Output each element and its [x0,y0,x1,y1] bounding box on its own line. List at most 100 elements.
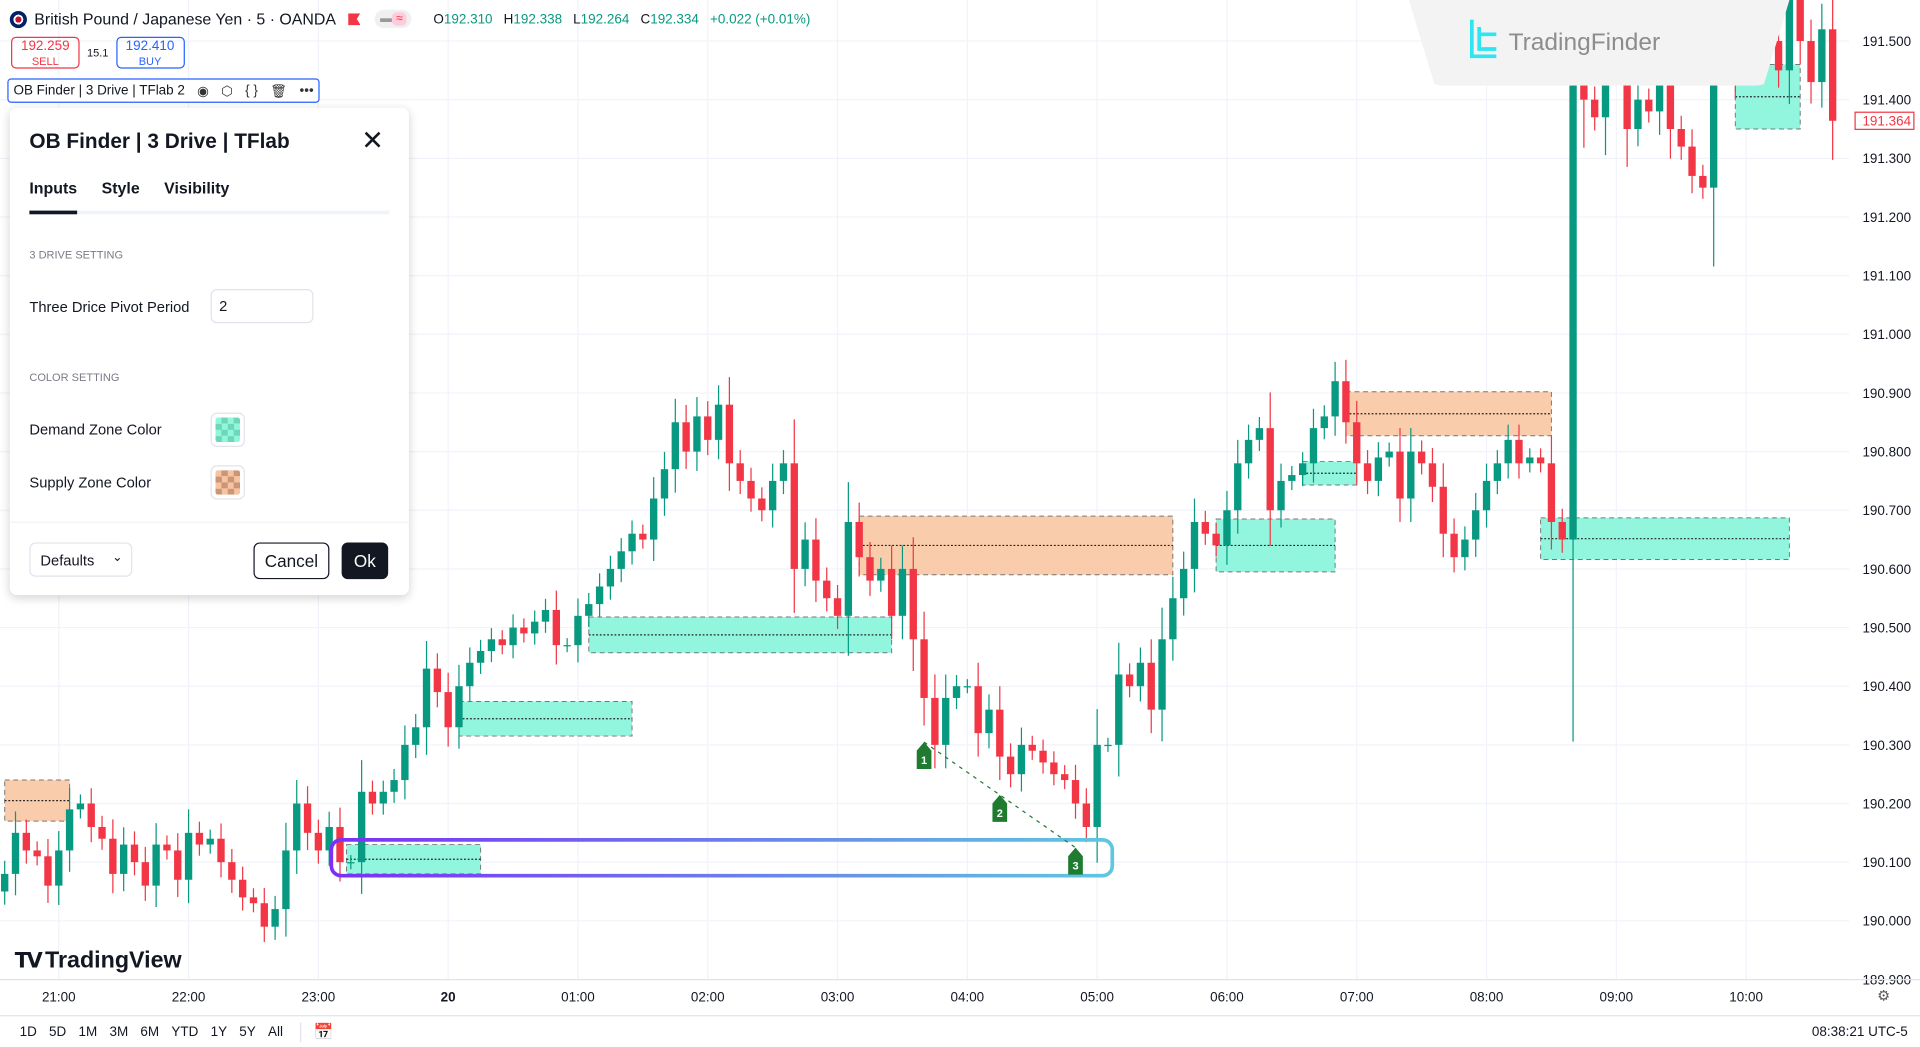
candle-up [1298,463,1307,476]
indicator-legend[interactable]: OB Finder | 3 Drive | TFlab 2 ◉ ⬡ { } 🗑 … [7,78,320,103]
pivot-period-input[interactable]: 2 [210,288,314,324]
candle-down [1266,428,1274,511]
range-all[interactable]: All [268,1024,284,1040]
range-1m[interactable]: 1M [78,1024,98,1040]
candle-down [823,580,831,599]
candle-down [33,850,41,857]
candle-down [336,826,344,863]
ok-button[interactable]: Ok [341,542,389,580]
candle-up [617,551,625,569]
symbol-title[interactable]: British Pound / Japanese Yen · 5 · OANDA [34,9,337,29]
candle-up [985,709,993,734]
flag-icon[interactable] [348,12,361,26]
tradingfinder-watermark-text: TradingFinder [1508,29,1661,57]
candle-down [1688,146,1696,176]
candle-down [866,557,874,581]
candle-down [217,838,225,863]
defaults-dropdown[interactable]: Defaults ⌄ [29,542,133,577]
sell-button[interactable]: 192.259 SELL [11,36,80,69]
candle-up [1472,510,1480,540]
indicator-settings-dialog: OB Finder | 3 Drive | TFlab ✕ Inputs Sty… [9,107,409,596]
source-code-icon[interactable]: { } [245,83,258,98]
supply-zone-color-swatch[interactable] [210,465,245,500]
tradingview-logo[interactable]: 𝗧𝗩 TradingView [15,948,182,975]
candle-down [98,826,106,839]
candle-up [606,568,615,587]
price-tick-label: 190.400 [1862,679,1911,694]
time-tick-label: 08:00 [1470,990,1504,1005]
close-icon[interactable]: ✕ [361,124,384,156]
wave-icon: ≈ [392,12,407,26]
range-1d[interactable]: 1D [19,1024,37,1040]
range-1y[interactable]: 1Y [210,1024,228,1040]
range-5d[interactable]: 5D [49,1024,67,1040]
tradingfinder-logo-icon [1470,19,1497,59]
price-tick-label: 190.100 [1862,855,1911,870]
range-5y[interactable]: 5Y [239,1024,256,1040]
candle-down [1699,175,1707,188]
candle-down [1439,486,1447,534]
settings-icon[interactable]: ⬡ [221,83,233,99]
tab-style[interactable]: Style [101,178,140,198]
candle-up [574,615,582,646]
demand-zone-color-label: Demand Zone Color [29,421,162,439]
range-6m[interactable]: 6M [140,1024,160,1040]
price-tick-label: 191.500 [1862,34,1911,49]
candle-up [152,844,160,886]
candle-up [1136,662,1145,687]
price-tick-label: 190.600 [1862,562,1911,577]
tradingview-logo-text: TradingView [45,947,182,974]
candle-up [1158,639,1166,710]
drive-marker-label: 2 [997,808,1003,820]
tab-visibility[interactable]: Visibility [164,178,230,198]
tab-inputs[interactable]: Inputs [29,179,78,215]
axis-settings-icon[interactable]: ⚙ [1877,986,1891,1005]
candle-down [1591,99,1599,118]
candle-up [541,609,550,622]
eye-icon[interactable]: ◉ [197,83,209,99]
demand-zone-color-swatch[interactable] [210,412,245,447]
range-buttons: 1D 5D 1M 3M 6M YTD 1Y 5Y All [10,1025,283,1040]
clock-timezone[interactable]: 08:38:21 UTC-5 [1811,1024,1908,1040]
candle-up [347,862,355,864]
candle-down [195,832,204,845]
dialog-footer-divider [9,521,409,523]
buy-price: 192.410 [125,39,175,54]
more-icon[interactable]: ••• [299,83,314,98]
candle-up [714,404,723,440]
candle-up [1,873,9,892]
candle-down [682,422,690,452]
candle-up [942,697,950,745]
price-tick-label: 190.200 [1862,796,1911,811]
sell-label: SELL [31,55,59,68]
candle-down [1645,99,1653,112]
candle-down [109,838,117,874]
cancel-button[interactable]: Cancel [253,542,330,580]
candle-up [76,803,85,810]
candle-down [1028,744,1036,751]
candle-down [520,627,528,634]
chevron-down-icon: ⌄ [112,551,123,565]
candle-up [509,627,517,646]
symbol-header: British Pound / Japanese Yen · 5 · OANDA… [9,9,818,29]
candle-up [184,832,193,880]
candle-up [1244,439,1253,464]
bottom-toolbar: 1D 5D 1M 3M 6M YTD 1Y 5Y All 📅 08:38:21 … [0,1015,1920,1047]
range-ytd[interactable]: YTD [171,1024,199,1040]
time-tick-label: 20 [441,990,456,1005]
section-color-setting: COLOR SETTING [29,371,120,384]
candle-up [1017,744,1026,775]
range-3m[interactable]: 3M [109,1024,129,1040]
candle-up [271,909,279,927]
candle-up [595,586,604,605]
buy-button[interactable]: 192.410 BUY [115,36,185,69]
delete-icon[interactable]: 🗑 [270,83,288,99]
calendar-goto-icon[interactable]: 📅 [300,1022,333,1043]
candle-up [65,809,74,851]
market-status-pill[interactable]: ▬ ≈ [375,9,412,29]
highlight-box [329,838,1115,878]
candle-up [1818,29,1826,83]
indicator-name[interactable]: OB Finder | 3 Drive | TFlab 2 [13,83,185,98]
candle-down [920,639,928,698]
